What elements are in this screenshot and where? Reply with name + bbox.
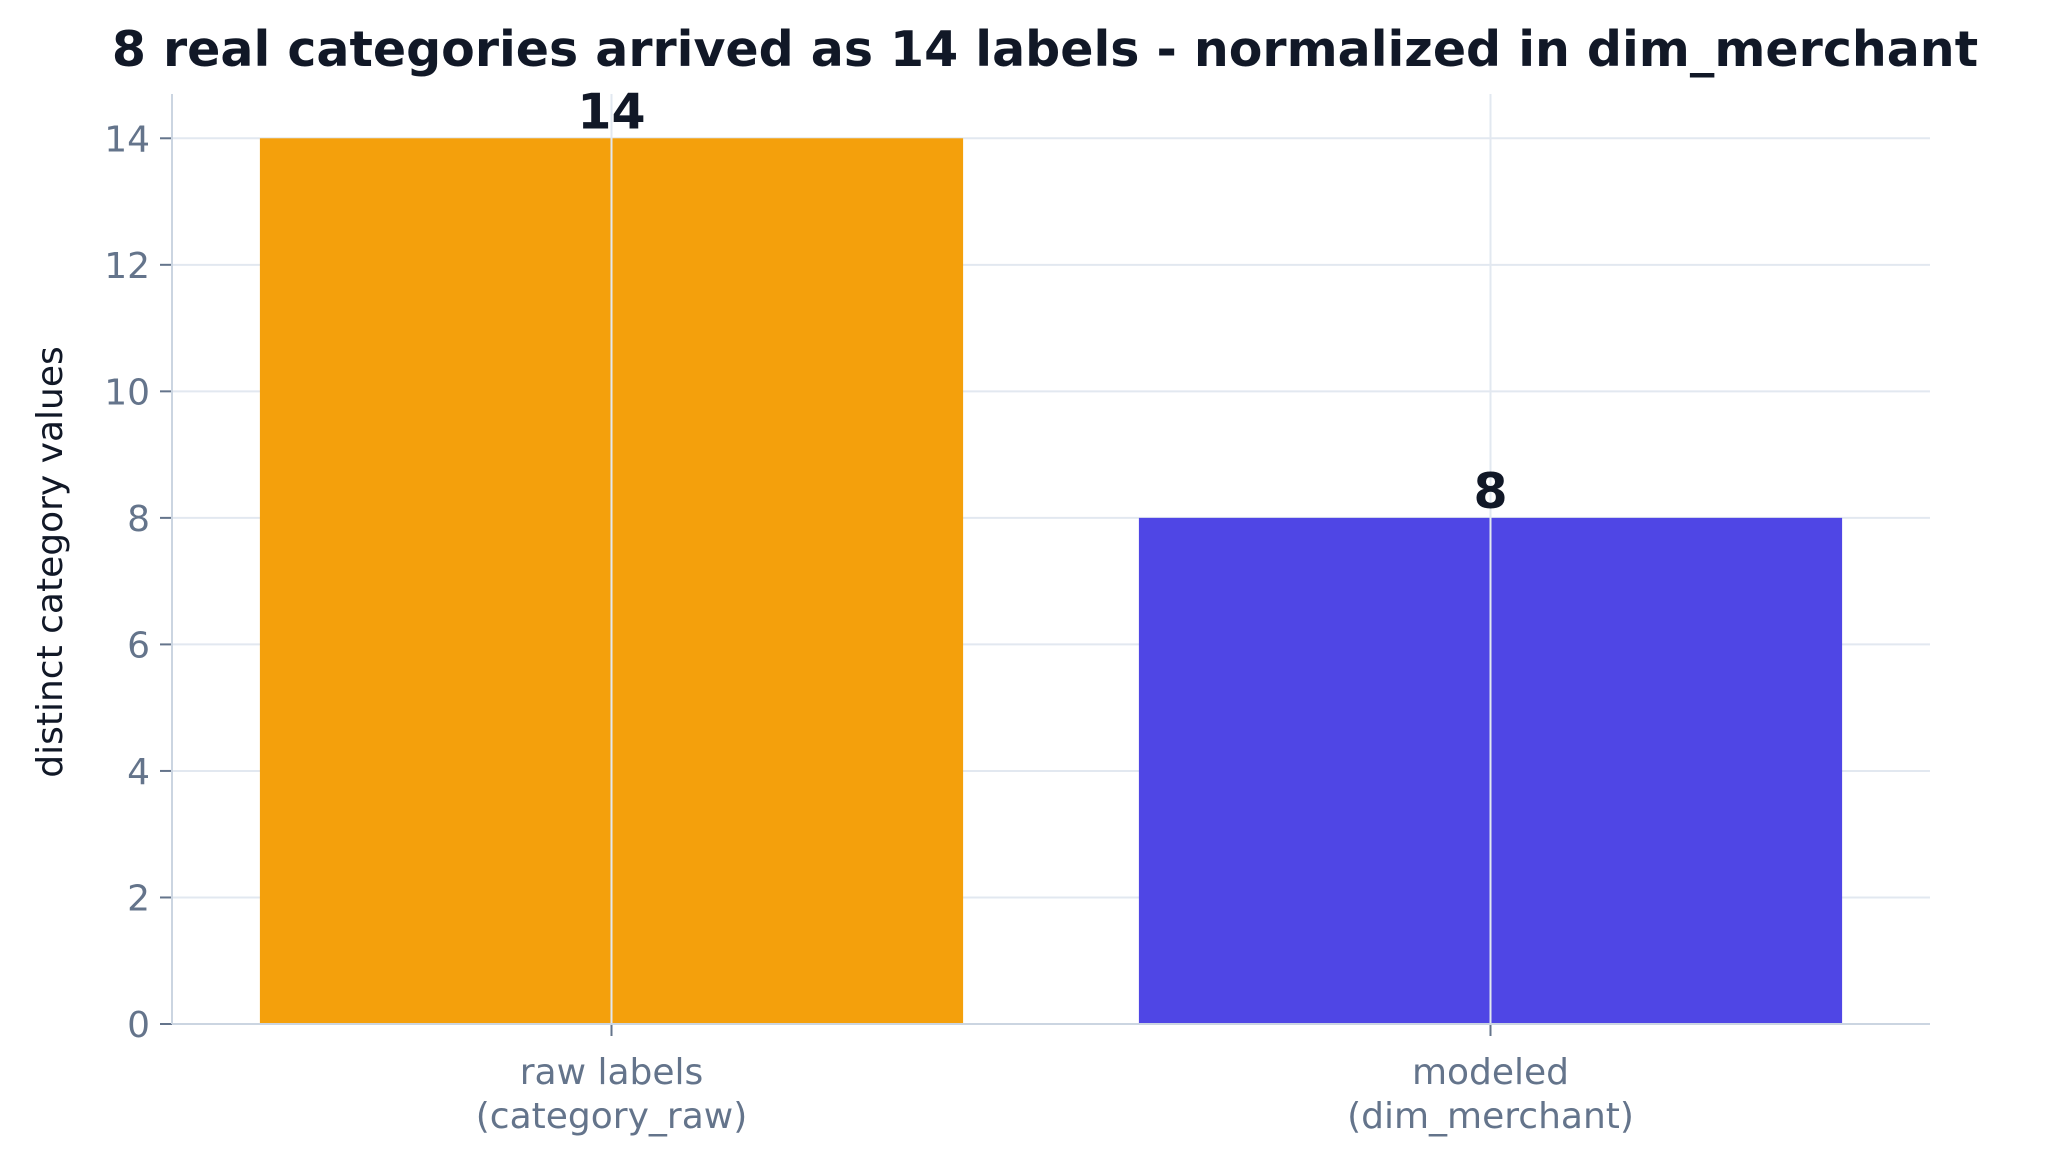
y-tick-label: 10	[104, 372, 150, 413]
bars	[259, 138, 1843, 1025]
y-tick-label: 2	[127, 878, 150, 919]
vertical-grid	[610, 94, 1492, 1024]
y-tick-label: 6	[127, 625, 150, 666]
y-tick-label: 4	[127, 752, 150, 793]
value-label: 8	[1473, 463, 1507, 520]
chart-title: 8 real categories arrived as 14 labels -…	[112, 21, 1978, 78]
y-tick-label: 14	[104, 119, 150, 160]
y-tick-label: 8	[127, 499, 150, 540]
x-tick-label: modeled (dim_merchant)	[1347, 1052, 1634, 1137]
value-label: 14	[577, 83, 645, 140]
x-tick-label: raw labels (category_raw)	[476, 1052, 748, 1137]
y-axis-label: distinct category values	[30, 346, 71, 778]
y-tick-label: 12	[104, 246, 150, 287]
value-labels: 14 8	[577, 83, 1507, 520]
y-tick-label: 0	[127, 1005, 150, 1046]
axes: 0 2 4 6 8 10 12 14 raw labels (category_raw) model…	[104, 94, 1930, 1137]
